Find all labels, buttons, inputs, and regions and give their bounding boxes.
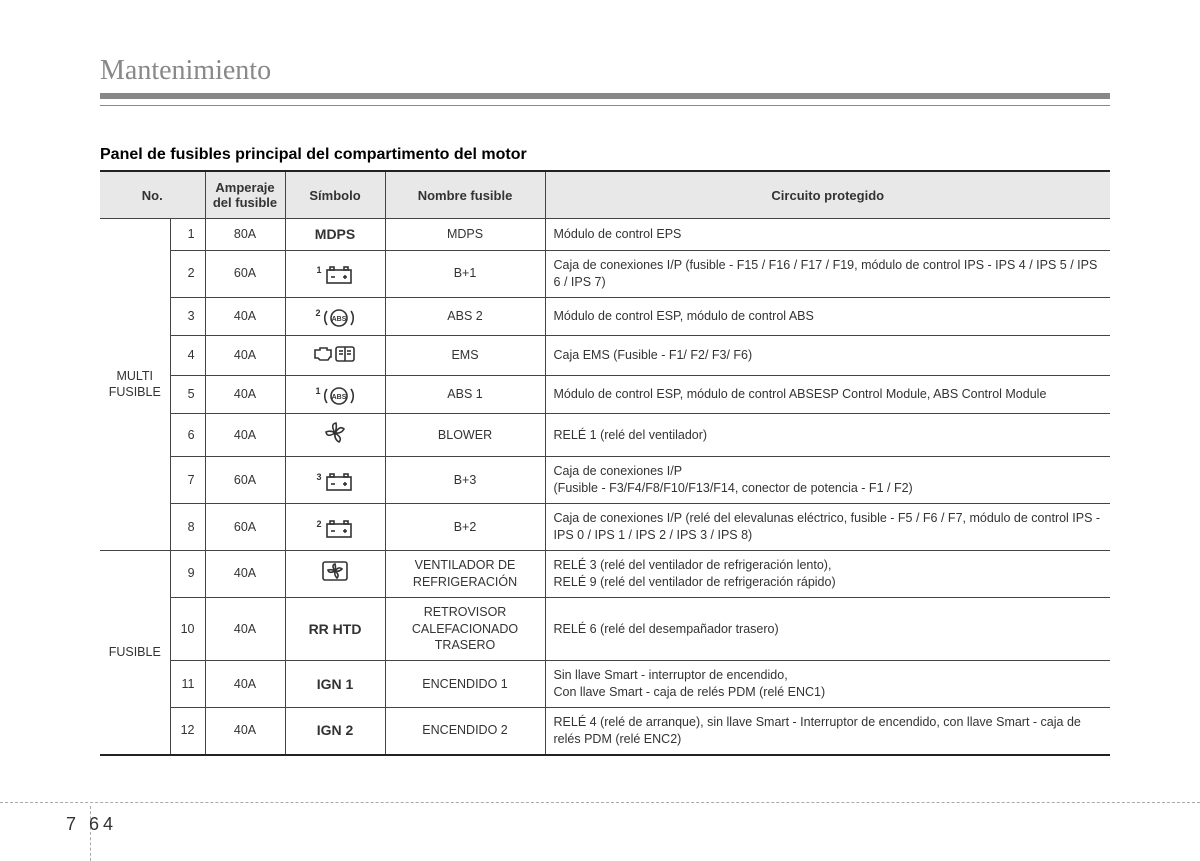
- cell-fuse-name: B+1: [385, 250, 545, 297]
- cell-symbol: 3: [285, 457, 385, 504]
- table-row: FUSIBLE940A VENTILADOR DE REFRIGERACIÓNR…: [100, 550, 1110, 597]
- cell-no: 12: [170, 708, 205, 755]
- table-row: 540A1 ABS ABS 1Módulo de control ESP, mó…: [100, 375, 1110, 413]
- cell-fuse-name: EMS: [385, 335, 545, 375]
- cell-amp: 40A: [205, 297, 285, 335]
- cell-symbol: 1 ABS: [285, 375, 385, 413]
- battery-icon: [324, 471, 354, 493]
- abs-icon: ABS: [323, 385, 355, 407]
- table-row: 260A1 B+1Caja de conexiones I/P (fusible…: [100, 250, 1110, 297]
- cell-no: 11: [170, 661, 205, 708]
- cell-no: 2: [170, 250, 205, 297]
- table-row: 1040ARR HTDRETROVISOR CALEFACIONADO TRAS…: [100, 597, 1110, 661]
- cell-amp: 40A: [205, 335, 285, 375]
- cell-fuse-name: ENCENDIDO 1: [385, 661, 545, 708]
- header-rule-thick: [100, 93, 1110, 99]
- cell-fuse-name: BLOWER: [385, 413, 545, 457]
- th-symbol: Símbolo: [285, 171, 385, 219]
- cell-circuit: RELÉ 3 (relé del ventilador de refrigera…: [545, 550, 1110, 597]
- cell-fuse-name: ABS 1: [385, 375, 545, 413]
- group-label: MULTIFUSIBLE: [100, 219, 170, 551]
- cell-symbol: IGN 2: [285, 708, 385, 755]
- cell-no: 3: [170, 297, 205, 335]
- th-no: No.: [100, 171, 205, 219]
- cell-no: 10: [170, 597, 205, 661]
- cell-no: 8: [170, 504, 205, 551]
- cell-symbol: 1: [285, 250, 385, 297]
- cell-amp: 40A: [205, 661, 285, 708]
- cell-symbol: MDPS: [285, 219, 385, 251]
- cell-no: 1: [170, 219, 205, 251]
- cell-fuse-name: VENTILADOR DE REFRIGERACIÓN: [385, 550, 545, 597]
- fan-icon: [322, 420, 348, 446]
- cell-no: 7: [170, 457, 205, 504]
- cell-no: 4: [170, 335, 205, 375]
- cell-fuse-name: ENCENDIDO 2: [385, 708, 545, 755]
- cell-amp: 40A: [205, 375, 285, 413]
- svg-text:ABS: ABS: [331, 316, 346, 323]
- table-row: 860A2 B+2Caja de conexiones I/P (relé de…: [100, 504, 1110, 551]
- cell-amp: 40A: [205, 708, 285, 755]
- cell-symbol: [285, 550, 385, 597]
- cell-amp: 80A: [205, 219, 285, 251]
- cell-symbol: [285, 335, 385, 375]
- group-label: FUSIBLE: [100, 550, 170, 754]
- cell-circuit: Caja EMS (Fusible - F1/ F2/ F3/ F6): [545, 335, 1110, 375]
- table-row: 340A2 ABS ABS 2Módulo de control ESP, mó…: [100, 297, 1110, 335]
- fuse-table: No. Amperaje del fusible Símbolo Nombre …: [100, 170, 1110, 756]
- cell-symbol: 2: [285, 504, 385, 551]
- header-rule-thin: [100, 105, 1110, 106]
- section-title: Mantenimiento: [100, 55, 1110, 87]
- table-row: 640A BLOWERRELÉ 1 (relé del ventilador): [100, 413, 1110, 457]
- crop-mark-h: [0, 802, 1200, 803]
- battery-icon: [324, 518, 354, 540]
- cell-fuse-name: B+3: [385, 457, 545, 504]
- cell-no: 9: [170, 550, 205, 597]
- cell-symbol: RR HTD: [285, 597, 385, 661]
- cell-amp: 40A: [205, 413, 285, 457]
- cell-amp: 60A: [205, 250, 285, 297]
- cell-amp: 40A: [205, 597, 285, 661]
- cell-fuse-name: ABS 2: [385, 297, 545, 335]
- cell-symbol: IGN 1: [285, 661, 385, 708]
- th-amp: Amperaje del fusible: [205, 171, 285, 219]
- cell-circuit: Módulo de control ESP, módulo de control…: [545, 375, 1110, 413]
- table-row: 1140AIGN 1ENCENDIDO 1Sin llave Smart - i…: [100, 661, 1110, 708]
- th-name: Nombre fusible: [385, 171, 545, 219]
- cell-fuse-name: B+2: [385, 504, 545, 551]
- abs-icon: ABS: [323, 307, 355, 329]
- cell-no: 5: [170, 375, 205, 413]
- table-row: 440A EMSCaja EMS (Fusible - F1/ F2/ F3/ …: [100, 335, 1110, 375]
- table-subtitle: Panel de fusibles principal del comparti…: [100, 146, 1110, 164]
- cell-symbol: [285, 413, 385, 457]
- cell-circuit: RELÉ 4 (relé de arranque), sin llave Sma…: [545, 708, 1110, 755]
- svg-text:ABS: ABS: [331, 394, 346, 401]
- table-row: 760A3 B+3Caja de conexiones I/P(Fusible …: [100, 457, 1110, 504]
- cell-circuit: RELÉ 1 (relé del ventilador): [545, 413, 1110, 457]
- table-row: MULTIFUSIBLE180AMDPSMDPSMódulo de contro…: [100, 219, 1110, 251]
- th-circuit: Circuito protegido: [545, 171, 1110, 219]
- table-row: 1240AIGN 2ENCENDIDO 2RELÉ 4 (relé de arr…: [100, 708, 1110, 755]
- cell-fuse-name: MDPS: [385, 219, 545, 251]
- footer-page-no: 64: [89, 814, 117, 834]
- cell-amp: 60A: [205, 504, 285, 551]
- cell-circuit: Sin llave Smart - interruptor de encendi…: [545, 661, 1110, 708]
- cell-amp: 40A: [205, 550, 285, 597]
- cooling-fan-icon: [320, 559, 350, 583]
- cell-circuit: RELÉ 6 (relé del desempañador trasero): [545, 597, 1110, 661]
- cell-circuit: Módulo de control ESP, módulo de control…: [545, 297, 1110, 335]
- cell-symbol: 2 ABS: [285, 297, 385, 335]
- cell-circuit: Caja de conexiones I/P (fusible - F15 / …: [545, 250, 1110, 297]
- cell-circuit: Caja de conexiones I/P(Fusible - F3/F4/F…: [545, 457, 1110, 504]
- cell-circuit: Caja de conexiones I/P (relé del elevalu…: [545, 504, 1110, 551]
- cell-no: 6: [170, 413, 205, 457]
- engine-book-icon: [312, 342, 358, 364]
- cell-amp: 60A: [205, 457, 285, 504]
- battery-icon: [324, 264, 354, 286]
- footer-section-no: 7: [66, 814, 80, 834]
- cell-circuit: Módulo de control EPS: [545, 219, 1110, 251]
- page-footer: 7 64: [66, 814, 117, 835]
- cell-fuse-name: RETROVISOR CALEFACIONADO TRASERO: [385, 597, 545, 661]
